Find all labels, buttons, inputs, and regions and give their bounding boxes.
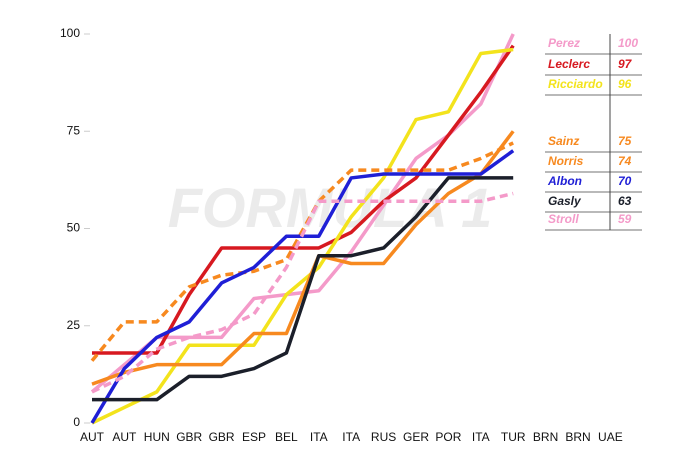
legend-name: Ricciardo [548,77,603,91]
legend-value: 59 [618,212,632,226]
x-tick-label: RUS [371,430,396,444]
legend-value: 63 [618,194,632,208]
legend-value: 97 [618,57,633,71]
legend-name: Perez [548,36,580,50]
series-line [91,191,514,394]
legend-value: 75 [618,134,632,148]
series-line [92,176,514,402]
legend-name: Albon [547,174,582,188]
y-tick-label: 0 [73,415,80,429]
series-line [92,44,515,355]
x-tick-label: TUR [501,430,526,444]
legend-name: Stroll [548,212,579,226]
x-tick-label: GBR [176,430,202,444]
legend-value: 70 [618,174,632,188]
x-tick-label: ITA [310,430,328,444]
legend-name: Gasly [548,194,582,208]
y-tick-label: 50 [67,221,81,235]
y-tick-label: 100 [60,26,80,40]
legend-name: Norris [548,154,584,168]
x-tick-label: GBR [209,430,235,444]
legend-value: 74 [618,154,632,168]
x-tick-label: ITA [472,430,490,444]
legend-value: 100 [618,36,638,50]
x-tick-label: UAE [598,430,623,444]
x-tick-label: POR [435,430,461,444]
x-tick-label: AUT [112,430,137,444]
legend-name: Sainz [548,134,579,148]
x-tick-label: ESP [242,430,266,444]
series-line [91,130,515,386]
legend-value: 96 [618,77,632,91]
x-tick-label: GER [403,430,429,444]
x-tick-label: ITA [342,430,360,444]
x-tick-label: BRN [533,430,558,444]
y-tick-label: 25 [67,318,81,332]
x-tick-label: BRN [565,430,590,444]
x-tick-label: HUN [144,430,170,444]
watermark: FORMULA 1 [168,176,493,239]
series-line [91,47,514,425]
legend-name: Leclerc [548,57,590,71]
y-tick-label: 75 [67,123,81,137]
x-tick-label: BEL [275,430,298,444]
x-tick-label: AUT [80,430,105,444]
